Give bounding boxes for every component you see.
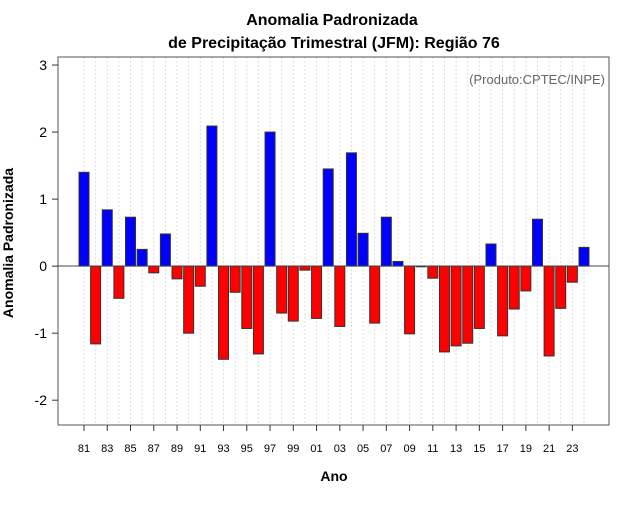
bar-1991 xyxy=(194,265,206,287)
bar-2005 xyxy=(357,232,369,267)
x-tick-label: 87 xyxy=(148,443,160,455)
x-tick-label: 89 xyxy=(171,443,183,455)
y-tick-label: 3 xyxy=(39,57,47,73)
bar-1983 xyxy=(101,209,113,267)
bar-2022 xyxy=(555,265,567,309)
bar-1998 xyxy=(276,265,288,314)
y-tick-label: 2 xyxy=(39,124,47,140)
y-axis: -2 -1 0 1 2 3 xyxy=(35,57,58,408)
bar-1992 xyxy=(206,125,218,267)
y-tick-label: -2 xyxy=(35,392,48,408)
chart-title-line2: de Precipitação Trimestral (JFM): Região… xyxy=(168,35,500,52)
bar-2015 xyxy=(473,265,485,329)
chart-title-line1: Anomalia Padronizada xyxy=(246,12,418,29)
bar-2023 xyxy=(566,265,578,283)
bar-1982 xyxy=(90,265,102,345)
bar-2018 xyxy=(508,265,520,310)
bar-2006 xyxy=(369,265,381,324)
x-tick-label: 95 xyxy=(241,443,253,455)
x-tick-label: 93 xyxy=(217,443,229,455)
bar-1988 xyxy=(159,233,171,267)
x-tick-label: 85 xyxy=(124,443,136,455)
x-tick-label: 15 xyxy=(473,443,485,455)
x-tick-label: 09 xyxy=(403,443,415,455)
bar-2013 xyxy=(450,265,462,347)
bar-1997 xyxy=(264,131,276,267)
x-tick-label: 91 xyxy=(194,443,206,455)
y-tick-label: 1 xyxy=(39,191,47,207)
grid-lines xyxy=(83,57,585,425)
x-tick-label: 03 xyxy=(334,443,346,455)
bar-2007 xyxy=(380,216,392,267)
bar-2009 xyxy=(404,265,416,335)
x-tick-label: 07 xyxy=(380,443,392,455)
bar-1994 xyxy=(229,265,241,293)
bar-2012 xyxy=(438,265,450,353)
bar-2019 xyxy=(520,265,532,292)
x-tick-label: 81 xyxy=(78,443,90,455)
bar-1984 xyxy=(113,265,125,299)
bar-2002 xyxy=(322,168,334,267)
x-tick-label: 21 xyxy=(543,443,555,455)
y-tick-label: 0 xyxy=(39,258,47,274)
bar-2020 xyxy=(531,218,543,267)
bar-2017 xyxy=(497,265,509,337)
bar-1981 xyxy=(78,171,90,267)
bar-1995 xyxy=(241,265,253,329)
plot-frame xyxy=(57,56,610,426)
x-tick-label: 83 xyxy=(101,443,113,455)
x-tick-label: 13 xyxy=(450,443,462,455)
bar-1993 xyxy=(218,265,230,360)
bar-1989 xyxy=(171,265,183,280)
x-tick-label: 99 xyxy=(287,443,299,455)
bar-1985 xyxy=(125,216,137,267)
bar-2000 xyxy=(299,265,311,271)
x-tick-label: 17 xyxy=(496,443,508,455)
bar-2004 xyxy=(345,152,357,267)
bar-2003 xyxy=(334,265,346,327)
bar-2024 xyxy=(578,246,590,267)
x-tick-label: 01 xyxy=(310,443,322,455)
x-axis-label: Ano xyxy=(320,468,347,484)
x-tick-label: 97 xyxy=(264,443,276,455)
bar-1990 xyxy=(183,265,195,334)
x-tick-label: 19 xyxy=(520,443,532,455)
bar-2008 xyxy=(392,260,404,267)
bar-1986 xyxy=(136,248,148,267)
bar-2021 xyxy=(543,265,555,357)
y-axis-label: Anomalia Padronizada xyxy=(0,168,16,318)
bar-2011 xyxy=(427,265,439,279)
annotation: (Produto:CPTEC/INPE) xyxy=(469,72,605,87)
bar-1996 xyxy=(252,265,264,355)
bar-1987 xyxy=(148,265,160,274)
bars xyxy=(78,125,590,360)
bar-2016 xyxy=(485,243,497,267)
bar-2001 xyxy=(311,265,323,319)
bar-1999 xyxy=(287,265,299,322)
bar-2014 xyxy=(462,265,474,344)
x-axis: 81 83 85 87 89 91 93 95 97 99 01 03 05 07 09 11 13 15 17 19… xyxy=(78,425,578,455)
x-tick-label: 11 xyxy=(427,443,438,455)
x-tick-label: 05 xyxy=(357,443,369,455)
y-tick-label: -1 xyxy=(35,325,48,341)
x-tick-label: 23 xyxy=(566,443,578,455)
